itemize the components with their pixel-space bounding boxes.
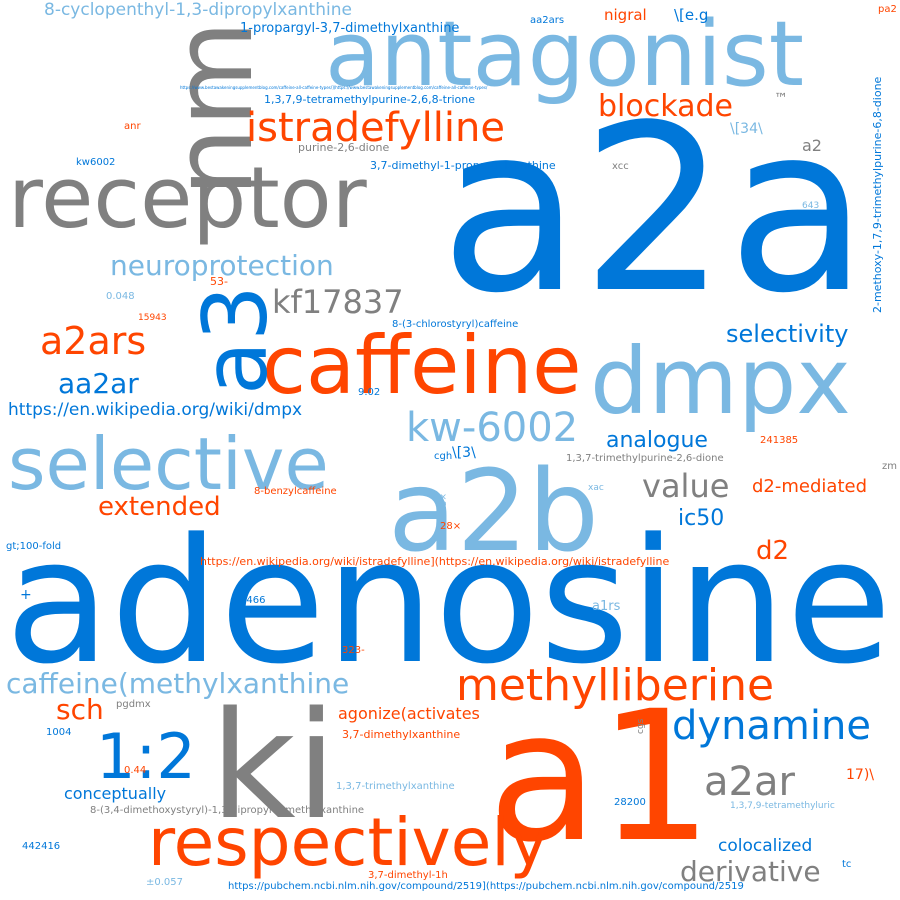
word-blockade: blockade (598, 89, 733, 124)
word-nigral: nigral (604, 6, 647, 24)
word-a2ar: a2ar (704, 759, 795, 805)
word-ref34: \[34\ (730, 121, 763, 137)
word-tc: tc (842, 859, 852, 870)
word-pm0057: ±0.057 (146, 877, 184, 888)
word-28200: 28200 (614, 797, 646, 808)
word-pubchem: https://pubchem.ncbi.nlm.nih.gov/compoun… (228, 881, 744, 892)
word-a3: a3 (184, 285, 287, 395)
word-tiny-url: https://www.bestawakeningsupplementblog.… (180, 85, 488, 90)
word-tm: ™ (774, 91, 788, 107)
word-trimethylpurine: 1,3,7-trimethylpurine-2,6-dione (566, 453, 724, 464)
word-agonize: agonize(activates (338, 704, 480, 723)
word-derivative: derivative (680, 855, 821, 888)
word-a2: a2 (802, 136, 822, 155)
word-dimethylxanthine: 3,7-dimethylxanthine (342, 728, 461, 741)
word-241385: 241385 (760, 435, 799, 446)
word-a2a: a2a (440, 77, 869, 344)
word-cyclopentyl: 8-cyclopenthyl-1,3-dipropylxanthine (44, 0, 352, 20)
word-benzylcaffeine: 8-benzylcaffeine (254, 486, 337, 497)
word-kw-6002: kw-6002 (406, 405, 579, 451)
word-chlorostyryl: 8-(3-chlorostyryl)caffeine (392, 319, 519, 330)
word-xac: xac (588, 483, 604, 493)
word-methylliberine: methylliberine (456, 660, 775, 711)
word-53: 53- (210, 275, 228, 288)
word-28x: 28× (440, 521, 462, 532)
word-2466: 2466 (240, 595, 266, 606)
word-323: 323- (342, 645, 365, 656)
word-dimethyl-propargyl: 3,7-dimethyl-1-propargylxanthine (370, 159, 556, 172)
word-17: 17)\ (846, 767, 874, 783)
word-receptor: receptor (8, 149, 367, 248)
word-adenosine: adenosine (5, 501, 892, 702)
word-d2-mediated: d2-mediated (752, 476, 867, 497)
word-pa2: pa2 (878, 4, 897, 15)
word-d2: d2 (756, 536, 790, 566)
word-dmpx: dmpx (590, 328, 851, 435)
word-wiki-dmpx: https://en.wikipedia.org/wiki/dmpx (8, 400, 303, 420)
word-neuroprotection: neuroprotection (110, 249, 334, 282)
word-value: value (642, 467, 730, 505)
word-442416: 442416 (22, 841, 61, 852)
word-a2ars: a2ars (40, 319, 147, 363)
word-istradefylline: istradefylline (246, 105, 505, 151)
word-extended: extended (98, 492, 221, 522)
word-1004: 1004 (46, 727, 72, 738)
word-ratio: 1:2 (96, 720, 196, 793)
word-caffeine-methylxanthine: caffeine(methylxanthine (6, 667, 350, 700)
word-selective: selective (8, 422, 329, 506)
word-caffeine: caffeine (262, 319, 582, 412)
word-dimethoxystyryl: 8-(3,4-dimethoxystyryl)-1,3-dipropyl-7-m… (90, 805, 365, 816)
word-kw6002: kw6002 (76, 157, 116, 168)
word-dynamine: dynamine (672, 703, 871, 749)
word-dimethyl-1h: 3,7-dimethyl-1h (368, 870, 448, 881)
word-044: 0.44 (124, 765, 147, 776)
word-tetramethyluric: 1,3,7,9-tetramethyluric (730, 801, 835, 811)
word-colocalized: colocalized (718, 836, 813, 856)
word-respectively: respectively (148, 804, 549, 881)
word-purine-dione: purine-2,6-dione (298, 141, 390, 154)
word-a1rs: a1rs (592, 599, 621, 614)
word-cgs: cgs (636, 718, 646, 734)
word-conceptually: conceptually (64, 784, 167, 803)
word-analogue: analogue (606, 428, 708, 453)
word-propargyl: 1-propargyl-3,7-dimethylxanthine (240, 21, 460, 36)
word-ki: ki (210, 680, 337, 852)
word-xcc: xcc (612, 161, 629, 172)
word-eg: \[e.g (674, 6, 709, 24)
word-wiki-istradefylline: https://en.wikipedia.org/wiki/istradefyl… (200, 555, 670, 568)
word-15943: 15943 (138, 313, 167, 323)
word-kf17837: kf17837 (272, 283, 404, 321)
word-15x: 15× (439, 493, 449, 512)
word-antagonist: antagonist (325, 2, 805, 107)
word-plus: + (20, 587, 32, 603)
word-ref3: \[3\ (452, 445, 476, 461)
word-methoxy: 2-methoxy-1,7,9-trimethylpurine-6,8-dion… (871, 76, 884, 313)
word-aa2ar: aa2ar (58, 367, 139, 400)
word-aa2ars: aa2ars (530, 15, 565, 26)
word-pgdmx: pgdmx (116, 699, 151, 710)
word-643: 643 (802, 201, 820, 211)
word-902: 9.02 (358, 387, 381, 398)
word-selectivity: selectivity (726, 320, 849, 348)
word-a2b: a2b (388, 447, 599, 577)
word-tetramethylpurine-trione: 1,3,7,9-tetramethylpurine-2,6,8-trione (264, 93, 476, 106)
word-trimethylxanthine: 1,3,7-trimethylxanthine (336, 781, 455, 792)
word-cgh: cgh (434, 451, 453, 462)
word-gt100: gt;100-fold (6, 541, 62, 552)
word-ic50: ic50 (678, 506, 725, 531)
word-0048: 0.048 (106, 291, 135, 302)
word-a1: a1 (488, 673, 713, 882)
word-zm: zm (882, 461, 897, 472)
word-sch: sch (56, 693, 104, 726)
word-anr: anr (124, 121, 141, 132)
